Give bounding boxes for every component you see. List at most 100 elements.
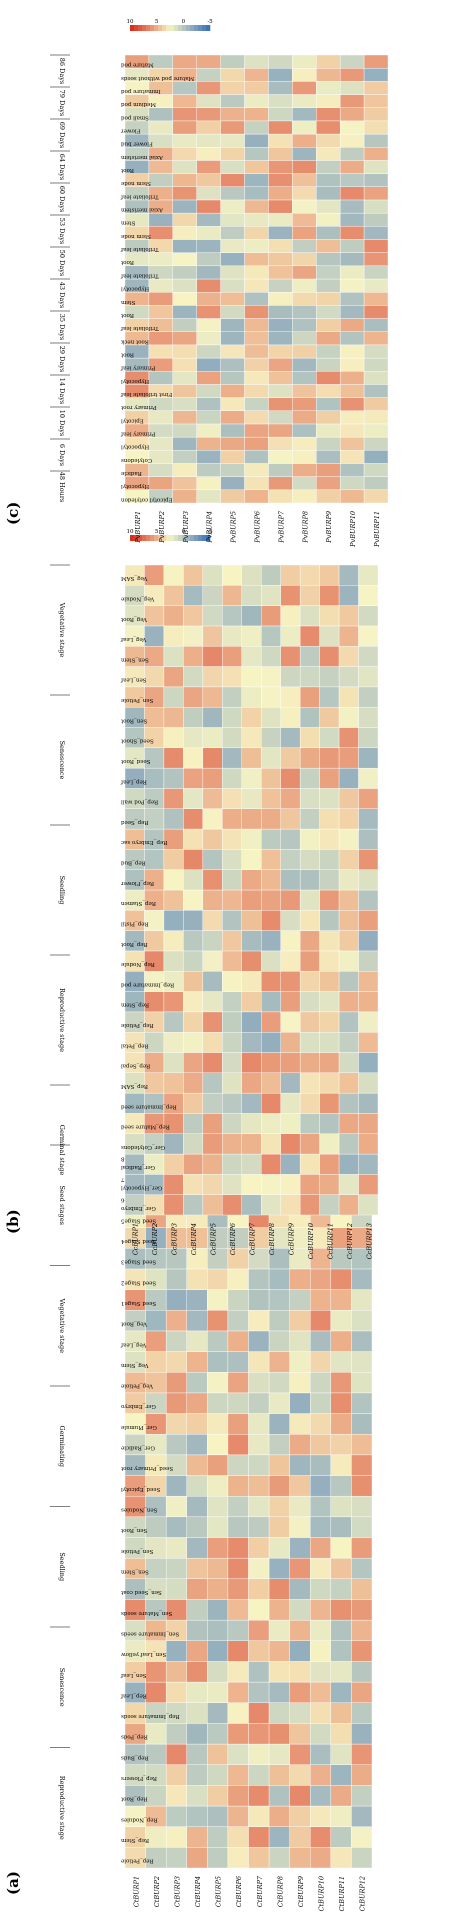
heat-cell <box>316 305 341 319</box>
heat-cell <box>330 1578 352 1600</box>
heat-cell <box>220 133 245 148</box>
heat-cell <box>261 930 281 952</box>
heat-cell <box>268 81 293 95</box>
heat-cell <box>319 869 340 891</box>
heat-cell <box>163 686 184 708</box>
group-label: Senescence <box>58 1668 66 1707</box>
heat-cell <box>338 950 359 972</box>
heat-cell <box>144 991 165 1013</box>
heat-cell <box>207 1537 229 1559</box>
heat-cell <box>330 1413 352 1435</box>
heat-cell <box>319 950 340 972</box>
heat-cell <box>241 1113 262 1134</box>
group-label: Reproductive stage <box>58 988 66 1052</box>
heat-cell <box>358 788 379 809</box>
heat-cell <box>165 1578 187 1600</box>
heat-cell <box>183 1052 204 1074</box>
legend-tick: 10 <box>127 529 134 535</box>
heat-cell <box>351 1372 373 1394</box>
gene-label: PvBURP11 <box>373 511 381 548</box>
legend-swatch <box>134 535 139 541</box>
legend-swatch <box>134 25 139 31</box>
heat-cell <box>339 265 365 280</box>
heat-cell <box>358 1011 379 1033</box>
heat-cell <box>268 94 293 108</box>
heat-cell <box>227 1433 249 1456</box>
heat-cell <box>292 318 317 332</box>
group-label: Reproductive stage <box>58 1776 66 1840</box>
heat-cell <box>268 291 293 306</box>
heat-cell <box>248 1454 270 1476</box>
heat-cell <box>244 489 269 504</box>
heat-cell <box>186 1785 208 1807</box>
heat-cell <box>310 1785 332 1807</box>
heat-cell <box>148 226 174 240</box>
heat-cell <box>172 344 197 359</box>
heat-cell <box>268 67 293 82</box>
heat-cell <box>163 788 184 809</box>
heat-cell <box>339 384 365 398</box>
condition-label: Medium pod <box>121 101 157 107</box>
group-label: Seedling <box>58 876 66 905</box>
heat-cell <box>148 173 174 187</box>
heat-cell <box>330 1619 352 1641</box>
heat-cell <box>196 186 221 201</box>
legend-swatch <box>154 25 159 31</box>
heat-cell <box>289 1702 311 1724</box>
heat-cell <box>196 212 221 227</box>
heat-cell <box>363 226 389 240</box>
condition-label: Veg_Leaf <box>120 1341 147 1347</box>
gene-label: PvBURP2 <box>158 511 166 544</box>
heat-cell <box>339 212 365 227</box>
heat-cell <box>316 120 341 135</box>
condition-label: Rep_Stamen <box>121 900 156 906</box>
heat-cell <box>268 1847 290 1869</box>
heat-cell <box>292 239 317 253</box>
heat-cell <box>339 331 365 346</box>
heat-cell <box>358 1113 379 1134</box>
heat-cell <box>222 808 242 830</box>
heat-cell <box>280 767 301 789</box>
heat-cell <box>207 1743 229 1765</box>
condition-label: Rep_SAM <box>121 1083 148 1089</box>
heat-cell <box>292 81 317 95</box>
heat-cell <box>124 1072 145 1094</box>
heat-cell <box>196 54 221 69</box>
heat-cell <box>163 1194 184 1216</box>
heat-cell <box>351 1599 373 1621</box>
heat-cell <box>261 666 281 688</box>
heat-cell <box>241 686 262 708</box>
heat-cell <box>163 585 184 606</box>
heat-cell <box>144 1133 165 1155</box>
heat-cell <box>186 1764 208 1786</box>
heat-cell <box>292 384 317 398</box>
heat-cell <box>202 1113 223 1134</box>
heat-cell <box>299 910 320 931</box>
heat-cell <box>351 1351 373 1373</box>
heat-cell <box>186 1723 208 1745</box>
condition-label: Radicle <box>121 470 142 476</box>
heat-cell <box>268 357 293 372</box>
heat-cell <box>196 423 221 438</box>
heat-cell <box>299 1092 320 1114</box>
heat-cell <box>261 991 281 1013</box>
heat-cell <box>268 1516 290 1538</box>
heat-cell <box>172 226 197 240</box>
heat-cell <box>241 1194 262 1216</box>
heat-cell <box>244 278 269 293</box>
heat-cell <box>268 305 293 319</box>
heat-cell <box>165 1495 187 1518</box>
heat-cell <box>319 1133 340 1155</box>
heat-cell <box>186 1599 208 1621</box>
heat-cell <box>220 410 245 425</box>
heat-cell <box>268 463 293 477</box>
heat-cell <box>183 686 204 708</box>
heat-cell <box>227 1268 249 1290</box>
heat-cell <box>241 727 262 749</box>
heat-cell <box>241 1072 262 1094</box>
heat-cell <box>268 476 293 491</box>
heat-cell <box>148 410 174 425</box>
heat-cell <box>207 1826 229 1848</box>
heat-cell <box>207 1289 229 1311</box>
